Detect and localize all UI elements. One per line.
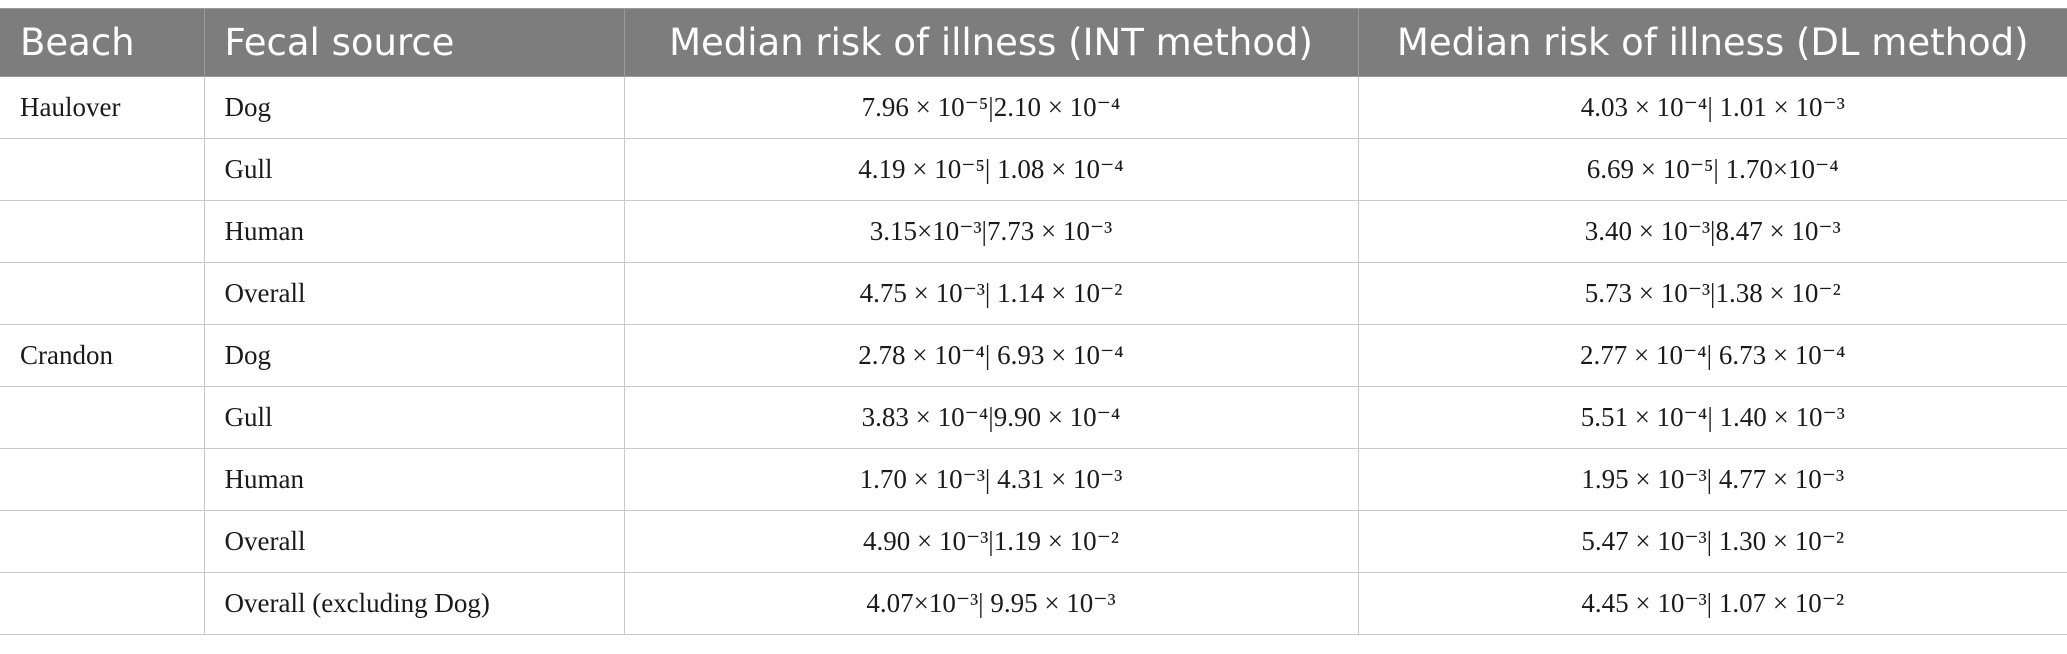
cell-beach [0, 262, 205, 325]
cell-fecal-source: Human [203, 448, 625, 511]
table-row: Overall 4.90 × 10⁻³|1.19 × 10⁻² 5.47 × 1… [0, 510, 2067, 573]
table-row: Haulover Dog 7.96 × 10⁻⁵|2.10 × 10⁻⁴ 4.0… [0, 76, 2067, 139]
cell-beach [0, 200, 205, 263]
cell-dl-risk: 4.45 × 10⁻³| 1.07 × 10⁻² [1357, 572, 2067, 635]
cell-dl-risk: 5.73 × 10⁻³|1.38 × 10⁻² [1357, 262, 2067, 325]
cell-int-risk: 2.78 × 10⁻⁴| 6.93 × 10⁻⁴ [623, 324, 1359, 387]
cell-beach [0, 572, 205, 635]
cell-int-risk: 4.07×10⁻³| 9.95 × 10⁻³ [623, 572, 1359, 635]
cell-dl-risk: 2.77 × 10⁻⁴| 6.73 × 10⁻⁴ [1357, 324, 2067, 387]
table-row: Overall (excluding Dog) 4.07×10⁻³| 9.95 … [0, 572, 2067, 635]
cell-dl-risk: 3.40 × 10⁻³|8.47 × 10⁻³ [1357, 200, 2067, 263]
cell-dl-risk: 5.47 × 10⁻³| 1.30 × 10⁻² [1357, 510, 2067, 573]
cell-int-risk: 3.15×10⁻³|7.73 × 10⁻³ [623, 200, 1359, 263]
cell-beach [0, 386, 205, 449]
table-row: Gull 3.83 × 10⁻⁴|9.90 × 10⁻⁴ 5.51 × 10⁻⁴… [0, 386, 2067, 449]
table-row: Human 1.70 × 10⁻³| 4.31 × 10⁻³ 1.95 × 10… [0, 448, 2067, 511]
cell-int-risk: 7.96 × 10⁻⁵|2.10 × 10⁻⁴ [623, 76, 1359, 139]
header-row: Beach Fecal source Median risk of illnes… [0, 8, 2067, 77]
cell-fecal-source: Gull [203, 386, 625, 449]
cell-int-risk: 4.19 × 10⁻⁵| 1.08 × 10⁻⁴ [623, 138, 1359, 201]
cell-beach: Crandon [0, 324, 205, 387]
table-row: Gull 4.19 × 10⁻⁵| 1.08 × 10⁻⁴ 6.69 × 10⁻… [0, 138, 2067, 201]
table-header: Beach Fecal source Median risk of illnes… [0, 8, 2067, 77]
cell-fecal-source: Overall [203, 510, 625, 573]
cell-dl-risk: 5.51 × 10⁻⁴| 1.40 × 10⁻³ [1357, 386, 2067, 449]
table-row: Overall 4.75 × 10⁻³| 1.14 × 10⁻² 5.73 × … [0, 262, 2067, 325]
cell-dl-risk: 6.69 × 10⁻⁵| 1.70×10⁻⁴ [1357, 138, 2067, 201]
header-beach: Beach [0, 8, 205, 77]
cell-int-risk: 1.70 × 10⁻³| 4.31 × 10⁻³ [623, 448, 1359, 511]
risk-table: Beach Fecal source Median risk of illnes… [0, 8, 2067, 635]
header-fecal-source: Fecal source [203, 8, 625, 77]
cell-fecal-source: Dog [203, 76, 625, 139]
table-body: Haulover Dog 7.96 × 10⁻⁵|2.10 × 10⁻⁴ 4.0… [0, 76, 2067, 635]
cell-fecal-source: Dog [203, 324, 625, 387]
cell-beach [0, 510, 205, 573]
cell-beach: Haulover [0, 76, 205, 139]
cell-beach [0, 138, 205, 201]
cell-fecal-source: Gull [203, 138, 625, 201]
cell-fecal-source: Human [203, 200, 625, 263]
cell-dl-risk: 1.95 × 10⁻³| 4.77 × 10⁻³ [1357, 448, 2067, 511]
cell-dl-risk: 4.03 × 10⁻⁴| 1.01 × 10⁻³ [1357, 76, 2067, 139]
table-row: Human 3.15×10⁻³|7.73 × 10⁻³ 3.40 × 10⁻³|… [0, 200, 2067, 263]
cell-beach [0, 448, 205, 511]
header-int-method: Median risk of illness (INT method) [623, 8, 1359, 77]
table-row: Crandon Dog 2.78 × 10⁻⁴| 6.93 × 10⁻⁴ 2.7… [0, 324, 2067, 387]
cell-int-risk: 4.90 × 10⁻³|1.19 × 10⁻² [623, 510, 1359, 573]
cell-int-risk: 3.83 × 10⁻⁴|9.90 × 10⁻⁴ [623, 386, 1359, 449]
cell-int-risk: 4.75 × 10⁻³| 1.14 × 10⁻² [623, 262, 1359, 325]
cell-fecal-source: Overall (excluding Dog) [203, 572, 625, 635]
cell-fecal-source: Overall [203, 262, 625, 325]
header-dl-method: Median risk of illness (DL method) [1357, 8, 2067, 77]
